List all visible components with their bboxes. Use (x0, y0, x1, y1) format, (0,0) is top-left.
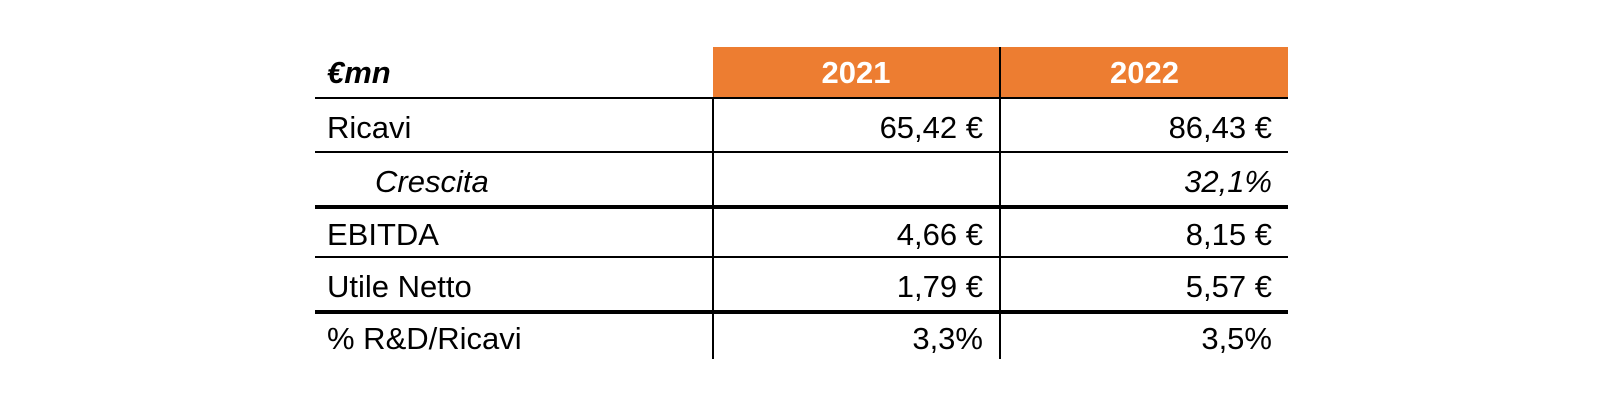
utile-netto-2021-value: 1,79 € (712, 257, 1000, 314)
table-row-crescita: Crescita 32,1% (315, 152, 1288, 209)
crescita-2021-value (712, 152, 1000, 209)
row-label-utile-netto: Utile Netto (315, 257, 713, 314)
ebitda-2022-value: 8,15 € (999, 207, 1288, 258)
column-header-2021: 2021 (713, 47, 1000, 99)
crescita-2022-value: 32,1% (999, 152, 1288, 209)
unit-label: €mn (315, 47, 713, 99)
ricavi-2022-value: 86,43 € (999, 98, 1288, 153)
table-row-rd-ricavi: % R&D/Ricavi 3,3% 3,5% (315, 312, 1288, 359)
row-label-rd-ricavi: % R&D/Ricavi (327, 321, 522, 356)
table-row-ebitda: EBITDA 4,66 € 8,15 € (315, 207, 1288, 258)
table-row-ricavi: Ricavi 65,42 € 86,43 € (315, 98, 1288, 153)
financial-table-wrap: €mn 2021 2022 Ricavi 65,42 € 86,43 € Cre… (315, 47, 1288, 359)
ricavi-2021-value: 65,42 € (712, 98, 1000, 153)
ebitda-2021-value: 4,66 € (712, 207, 1000, 258)
table-row-utile-netto: Utile Netto 1,79 € 5,57 € (315, 257, 1288, 314)
financial-table: €mn 2021 2022 Ricavi 65,42 € 86,43 € Cre… (315, 47, 1288, 359)
table-header-row: €mn 2021 2022 (315, 47, 1288, 99)
rd-ricavi-2022-value: 3,5% (999, 312, 1288, 359)
row-label-crescita: Crescita (315, 152, 713, 209)
row-label-ricavi: Ricavi (315, 98, 713, 153)
rd-ricavi-2021-value: 3,3% (712, 312, 1000, 359)
row-label-ebitda: EBITDA (315, 207, 713, 258)
column-header-2022: 2022 (999, 47, 1288, 99)
utile-netto-2022-value: 5,57 € (999, 257, 1288, 314)
